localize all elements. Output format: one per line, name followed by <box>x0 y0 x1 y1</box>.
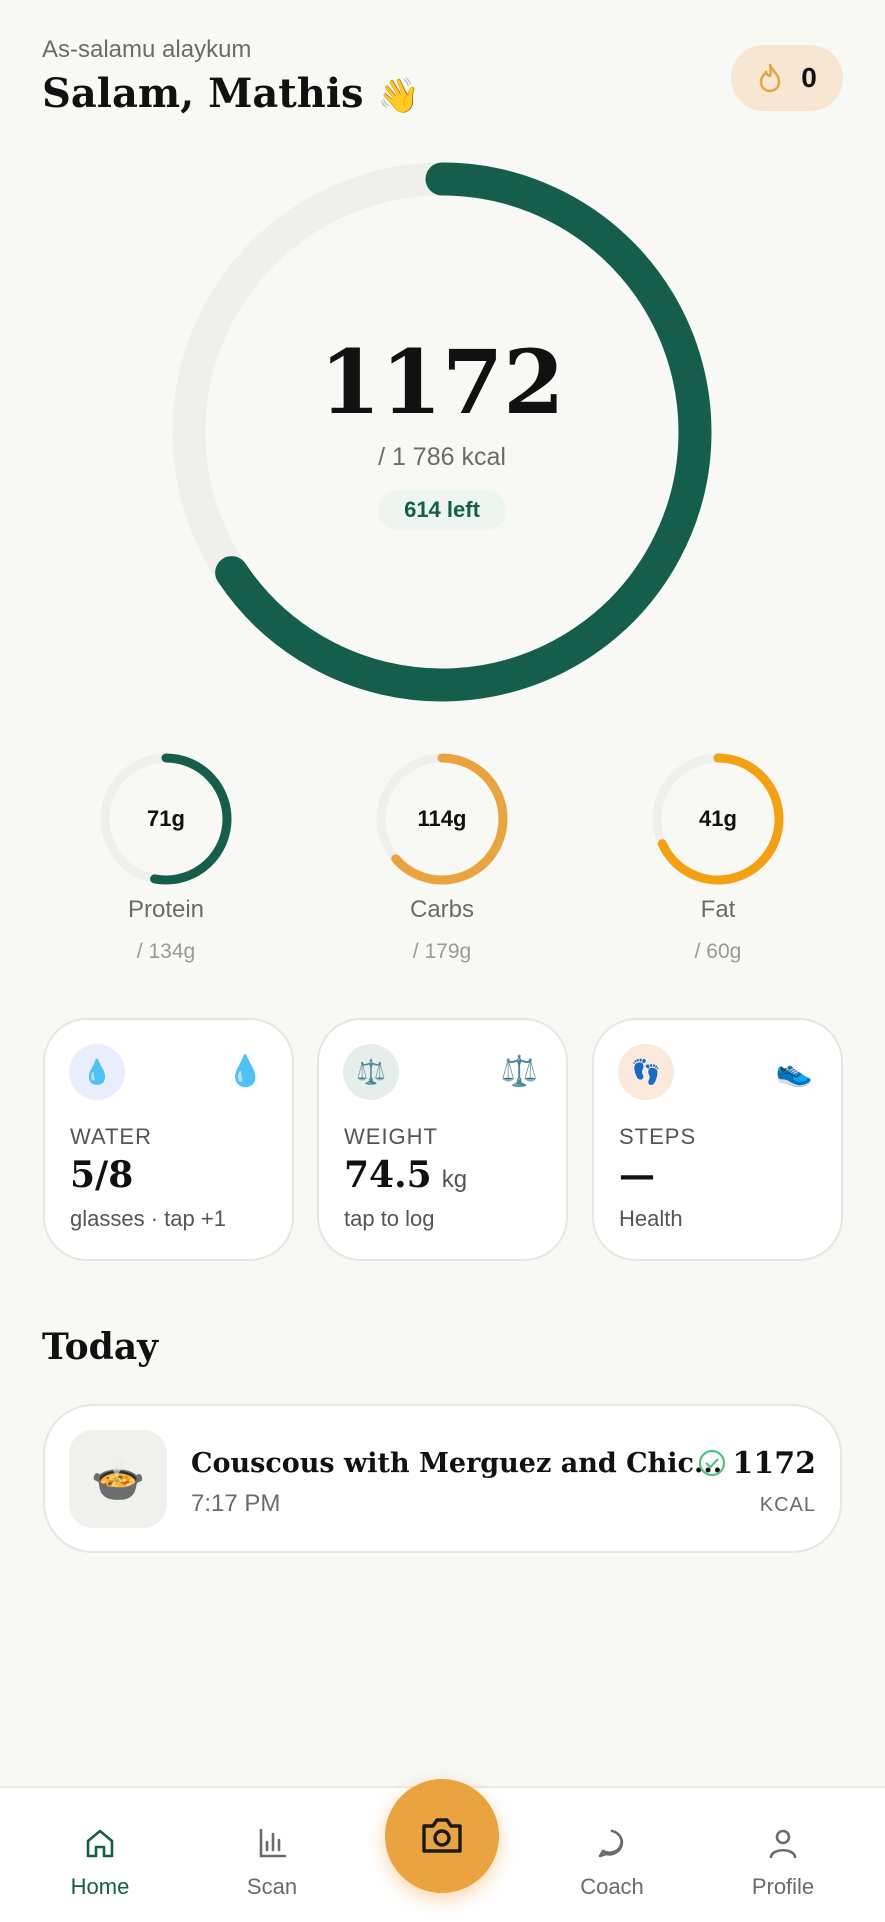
macro-ring <box>150 753 232 885</box>
stat-value-text: 5/8 <box>70 1154 134 1196</box>
title-text: Salam, Mathis <box>42 70 364 117</box>
nav-label: Scan <box>246 1874 298 1899</box>
camera-button[interactable] <box>385 1779 499 1893</box>
calories-consumed: 1172 <box>319 330 565 434</box>
nav-label: Profile <box>751 1874 815 1899</box>
rings <box>150 162 784 885</box>
stat-card[interactable]: ⚖️ ⚖️ WEIGHT 74.5 kg tap to log <box>317 1018 568 1261</box>
macro-ring <box>391 753 508 885</box>
nav-icon <box>202 1826 342 1866</box>
meal-card[interactable]: 🍲 Couscous with Merguez and Chic... 7:17… <box>43 1404 842 1553</box>
macro-goal: / 60g <box>694 940 742 963</box>
stat-value-text: — <box>619 1154 655 1196</box>
nav-icon-svg <box>598 1829 624 1858</box>
meal-name: Couscous with Merguez and Chic... <box>191 1448 723 1479</box>
streak-pill[interactable]: 0 <box>731 45 843 111</box>
stat-value: 74.5 kg <box>344 1154 467 1196</box>
nav-label: Home <box>70 1874 130 1899</box>
title: Salam, Mathis 👋 <box>42 70 420 117</box>
streak-count: 0 <box>801 62 817 93</box>
nav-item[interactable]: Scan <box>202 1826 342 1900</box>
nav-item[interactable]: Coach <box>542 1826 682 1900</box>
stat-value: 5/8 <box>70 1154 133 1196</box>
stat-value-text: 74.5 <box>344 1154 432 1196</box>
macro-value: 71g <box>147 806 185 831</box>
camera-icon <box>422 1818 462 1853</box>
stat-sub: tap to log <box>344 1206 435 1231</box>
stat-emoji: 👟 <box>775 1055 813 1088</box>
nav-icon <box>713 1826 853 1866</box>
section-title: Today <box>42 1326 159 1368</box>
nav-item[interactable]: Profile <box>713 1826 853 1900</box>
macro-name: Fat <box>700 896 736 923</box>
nav-icon-svg <box>86 1829 114 1858</box>
macro-ring <box>657 753 784 885</box>
macro-name: Carbs <box>409 896 475 923</box>
emoji: 👋 <box>377 76 420 116</box>
stat-label: WEIGHT <box>344 1124 438 1149</box>
macro-name: Protein <box>127 896 205 923</box>
stat-unit: kg <box>441 1166 468 1193</box>
stat-emoji: 💧 <box>226 1055 264 1088</box>
greeting: As-salamu alaykum <box>42 36 252 63</box>
nav-icon-svg <box>259 1828 287 1858</box>
stat-label: STEPS <box>619 1124 697 1149</box>
stat-label: WATER <box>70 1124 152 1149</box>
macro-value: 114g <box>417 806 467 831</box>
calorie-ring <box>215 162 712 702</box>
meal-kcal: 1172 <box>732 1446 817 1481</box>
stat-emoji: ⚖️ <box>500 1055 538 1088</box>
stat-icon: 💧 <box>69 1044 125 1100</box>
remaining-pill: 614 left <box>378 490 506 530</box>
check-icon <box>698 1449 726 1477</box>
stat-icon: 👣 <box>618 1044 674 1100</box>
flame-icon <box>759 63 781 93</box>
stat-value: — <box>619 1154 655 1196</box>
stat-card[interactable]: 👣 👟 STEPS — Health <box>592 1018 843 1261</box>
stat-sub: glasses · tap +1 <box>70 1206 226 1231</box>
stat-icon: ⚖️ <box>343 1044 399 1100</box>
macro-value: 41g <box>699 806 737 831</box>
nav-item[interactable]: Home <box>30 1826 170 1900</box>
nav-icon-svg <box>769 1829 797 1859</box>
nav-label: Coach <box>580 1874 644 1899</box>
calories-goal: / 1 786 kcal <box>378 443 506 471</box>
macro-goal: / 134g <box>136 940 196 963</box>
meal-kcal-unit: KCAL <box>759 1494 816 1516</box>
meal-time: 7:17 PM <box>191 1490 281 1517</box>
macro-goal: / 179g <box>412 940 472 963</box>
nav-icon <box>30 1826 170 1866</box>
stat-card[interactable]: 💧 💧 WATER 5/8 glasses · tap +1 <box>43 1018 294 1261</box>
nav-icon <box>542 1826 682 1866</box>
meal-thumb: 🍲 <box>69 1430 167 1528</box>
stat-sub: Health <box>619 1206 683 1231</box>
